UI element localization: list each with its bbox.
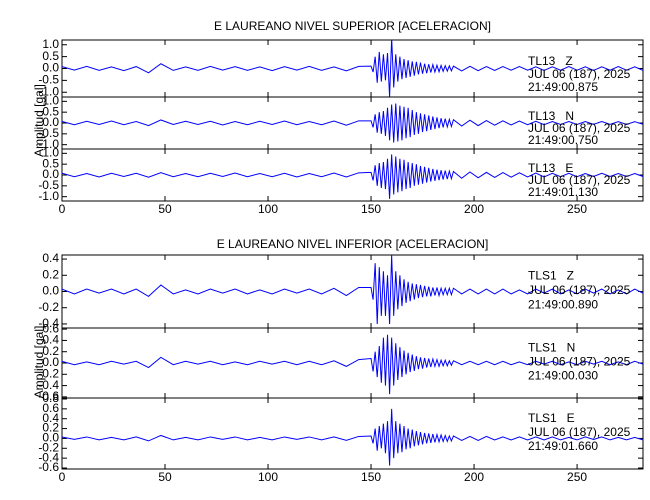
trace-station: TLS1 E <box>528 411 575 425</box>
y-axis-label: Amplitud [gal] <box>32 84 46 157</box>
y-tick-label: 0.0 <box>42 115 59 129</box>
x-tick-label: 50 <box>158 470 172 484</box>
y-tick-label: 0.8 <box>42 391 59 405</box>
y-tick-label: 0.0 <box>42 355 59 369</box>
x-tick-label: 200 <box>464 470 484 484</box>
x-tick-label: 100 <box>258 470 278 484</box>
y-tick-label: -1.0 <box>38 189 59 203</box>
trace-time: 21:49:00.890 <box>528 298 598 312</box>
y-tick-label: -0.5 <box>38 178 59 192</box>
trace-time: 21:49:00.875 <box>528 80 598 94</box>
y-tick-label: 0.6 <box>42 401 59 415</box>
trace-station: TLS1 N <box>528 340 575 354</box>
y-tick-label: 0.0 <box>42 61 59 75</box>
y-tick-label: -0.4 <box>38 450 59 464</box>
chart-title: E LAUREANO NIVEL SUPERIOR [ACELERACION] <box>214 19 491 33</box>
y-tick-label: -0.6 <box>38 389 59 403</box>
trace-date: JUL 06 (187), 2025 <box>528 67 631 81</box>
y-tick-label: 1.0 <box>42 37 59 51</box>
x-tick-label: 250 <box>567 470 587 484</box>
y-tick-label: 0.0 <box>42 167 59 181</box>
waveform <box>62 154 643 199</box>
y-tick-label: -0.2 <box>38 440 59 454</box>
trace-station: TL13 E <box>528 161 573 175</box>
y-tick-label: -0.6 <box>38 460 59 474</box>
y-tick-label: 0.0 <box>42 284 59 298</box>
y-tick-label: 1.0 <box>42 146 59 160</box>
y-tick-label: -1.0 <box>38 84 59 98</box>
y-tick-label: 0.6 <box>42 321 59 335</box>
x-tick-label: 200 <box>464 202 484 216</box>
x-tick-label: 150 <box>361 202 381 216</box>
y-axis-label: Amplitud [gal] <box>32 326 46 399</box>
y-tick-label: 1.0 <box>42 94 59 108</box>
y-tick-label: -0.5 <box>38 126 59 140</box>
trace-date: JUL 06 (187), 2025 <box>528 121 631 135</box>
waveform <box>62 334 643 395</box>
x-tick-label: 250 <box>567 202 587 216</box>
waveform <box>62 408 643 466</box>
trace-date: JUL 06 (187), 2025 <box>528 173 631 187</box>
waveform <box>62 103 643 143</box>
y-tick-label: 0.4 <box>42 411 59 425</box>
trace-station: TL13 N <box>528 109 574 123</box>
y-tick-label: 0.4 <box>42 251 59 265</box>
y-tick-label: -0.4 <box>38 316 59 330</box>
trace-date: JUL 06 (187), 2025 <box>528 283 631 297</box>
y-tick-label: 0.0 <box>42 431 59 445</box>
y-tick-label: -0.2 <box>38 366 59 380</box>
trace-date: JUL 06 (187), 2025 <box>528 354 631 368</box>
x-tick-label: 100 <box>258 202 278 216</box>
y-tick-label: 0.2 <box>42 421 59 435</box>
y-tick-label: 0.2 <box>42 267 59 281</box>
y-tick-label: -0.5 <box>38 73 59 87</box>
y-tick-label: 0.5 <box>42 104 59 118</box>
y-tick-label: 0.4 <box>42 333 59 347</box>
panel-frame <box>61 397 644 470</box>
x-tick-label: 50 <box>158 202 172 216</box>
x-tick-label: 150 <box>361 470 381 484</box>
trace-date: JUL 06 (187), 2025 <box>528 425 631 439</box>
trace-station: TL13 Z <box>528 54 573 68</box>
y-tick-label: 0.5 <box>42 49 59 63</box>
y-tick-label: -0.4 <box>38 378 59 392</box>
trace-time: 21:49:00.750 <box>528 133 598 147</box>
y-tick-label: -0.2 <box>38 300 59 314</box>
waveform <box>62 255 643 324</box>
trace-time: 21:49:01.660 <box>528 439 598 453</box>
trace-station: TLS1 Z <box>528 268 574 282</box>
trace-time: 21:49:01.130 <box>528 185 598 199</box>
waveform <box>62 40 643 97</box>
x-tick-label: 0 <box>59 470 66 484</box>
trace-time: 21:49:00.030 <box>528 368 598 382</box>
y-tick-label: 0.2 <box>42 344 59 358</box>
y-tick-label: 0.5 <box>42 156 59 170</box>
x-tick-label: 0 <box>59 202 66 216</box>
chart-title: E LAUREANO NIVEL INFERIOR [ACELERACION] <box>217 237 489 251</box>
y-tick-label: -1.0 <box>38 137 59 151</box>
